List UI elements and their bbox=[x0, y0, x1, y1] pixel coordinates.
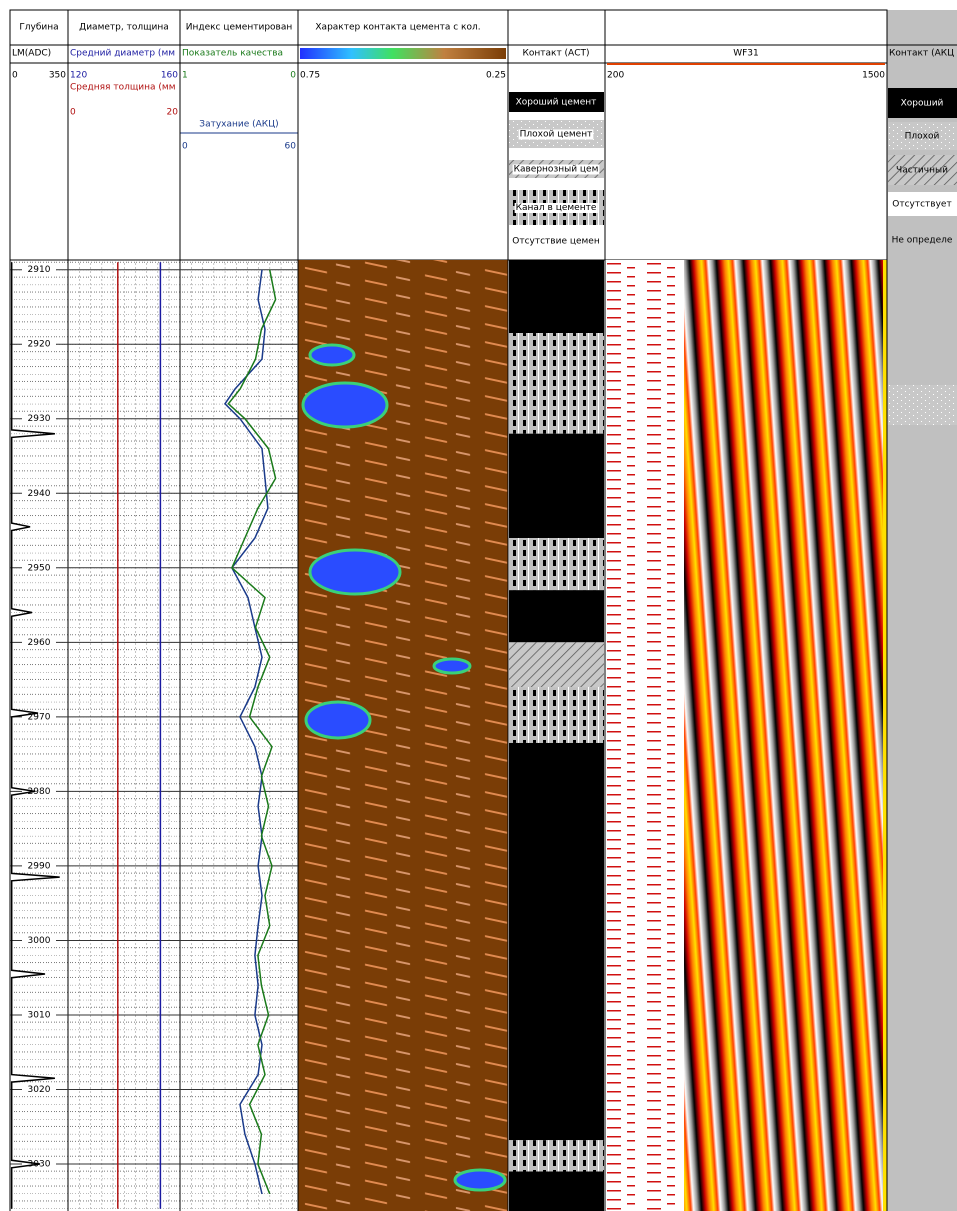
lm-curve bbox=[10, 262, 60, 1209]
akc-column-bg bbox=[887, 10, 957, 1211]
legend-label: Отсутствие цемен bbox=[512, 237, 600, 247]
legend-label: Плохой цемент bbox=[520, 130, 593, 140]
contact-interval bbox=[509, 1171, 604, 1211]
depth-label-bg bbox=[22, 263, 56, 276]
scale-min: 0 bbox=[182, 142, 188, 152]
depth-label-bg bbox=[22, 859, 56, 872]
legend-label: Плохой bbox=[905, 132, 940, 142]
contact-interval bbox=[509, 260, 604, 334]
scale-max: 1500 bbox=[862, 71, 885, 81]
curve-name: Контакт (АСТ) bbox=[522, 49, 589, 59]
depth-label: 2970 bbox=[28, 712, 51, 722]
legend-label: Частичный bbox=[896, 166, 948, 176]
depth-label-bg bbox=[22, 934, 56, 947]
column-header: Характер контакта цемента с кол. bbox=[315, 23, 480, 33]
wf-image bbox=[684, 260, 883, 1211]
contact-interval bbox=[509, 742, 604, 1141]
legend-swatch bbox=[888, 88, 957, 118]
scale-max: 20 bbox=[167, 108, 179, 118]
track-borders bbox=[9, 10, 888, 1211]
column-header: Диаметр, толщина bbox=[79, 23, 169, 33]
depth-label: 2910 bbox=[28, 265, 51, 275]
scale-min: 0 bbox=[12, 71, 18, 81]
depth-label-bg bbox=[22, 487, 56, 500]
scale-min: 120 bbox=[70, 71, 87, 81]
legend-swatch bbox=[888, 122, 957, 150]
legend-label: Хороший bbox=[901, 99, 944, 109]
depth-label: 2960 bbox=[28, 638, 51, 648]
legend-label: Отсутствует bbox=[892, 200, 951, 210]
depth-label: 2950 bbox=[28, 563, 51, 573]
depth-label-bg bbox=[22, 636, 56, 649]
legend-swatch bbox=[509, 92, 604, 112]
legend-swatch bbox=[888, 228, 957, 252]
curve-name: Затухание (АКЦ) bbox=[199, 120, 278, 130]
scale-min: 200 bbox=[607, 71, 624, 81]
curve-name: Показатель качества bbox=[182, 49, 283, 59]
depth-label-bg bbox=[22, 785, 56, 798]
header-frame bbox=[9, 9, 888, 261]
contact-interval bbox=[509, 333, 604, 434]
quality-curve bbox=[227, 269, 277, 1195]
colorbar bbox=[300, 48, 506, 59]
contact-interval bbox=[509, 433, 604, 538]
legend-label: Не определе bbox=[892, 236, 953, 246]
curve-name: WF31 bbox=[733, 49, 759, 59]
attenuation-curve bbox=[224, 269, 269, 1195]
depth-label-bg bbox=[22, 412, 56, 425]
minor-grid bbox=[10, 260, 298, 1211]
legend-swatch bbox=[888, 155, 957, 185]
depth-label: 2930 bbox=[28, 414, 51, 424]
contact-interval bbox=[509, 642, 604, 688]
depth-label: 3010 bbox=[28, 1010, 51, 1020]
depth-label: 2990 bbox=[28, 861, 51, 871]
depth-label: 3020 bbox=[28, 1085, 51, 1095]
legend-label-bg bbox=[518, 129, 594, 140]
scale-min: 1 bbox=[182, 71, 188, 81]
contact-image-blobs bbox=[301, 343, 507, 1192]
curve-name: LM(ADC) bbox=[12, 49, 51, 59]
colorbar-max: 0.25 bbox=[486, 71, 506, 81]
legend-label: Кавернозный цем bbox=[514, 165, 599, 175]
legend-label: Хороший цемент bbox=[516, 98, 597, 108]
curve-name: Средний диаметр (мм bbox=[70, 49, 175, 59]
depth-label-bg bbox=[22, 1083, 56, 1096]
scale-max: 0 bbox=[290, 71, 296, 81]
contact-interval bbox=[509, 537, 604, 591]
legend-label: Канал в цементе bbox=[516, 203, 597, 213]
scale-max: 60 bbox=[285, 142, 297, 152]
contact-interval bbox=[509, 1140, 604, 1172]
contact-interval bbox=[509, 687, 604, 743]
wf-edge bbox=[883, 260, 887, 1211]
curve-name: Средняя толщина (мм bbox=[70, 83, 176, 93]
scale-max: 350 bbox=[49, 71, 66, 81]
akc-dotted-interval bbox=[887, 385, 957, 425]
legend-label-bg bbox=[514, 203, 598, 213]
contact-interval bbox=[509, 590, 604, 643]
scale-min: 0 bbox=[70, 108, 76, 118]
column-header: Индекс цементирован bbox=[186, 23, 293, 33]
depth-label: 2980 bbox=[28, 787, 51, 797]
colorbar-min: 0.75 bbox=[300, 71, 320, 81]
scale-max: 160 bbox=[161, 71, 178, 81]
depth-label-bg bbox=[22, 561, 56, 574]
depth-label: 2940 bbox=[28, 489, 51, 499]
curve-name: Контакт (АКЦ bbox=[889, 49, 954, 59]
wf-noise bbox=[605, 260, 690, 1211]
depth-label-bg bbox=[22, 338, 56, 351]
column-header: Глубина bbox=[19, 23, 58, 33]
depth-label: 2920 bbox=[28, 340, 51, 350]
legend-label-bg bbox=[512, 164, 600, 175]
legend-swatch bbox=[888, 192, 957, 216]
legend-swatch bbox=[509, 232, 604, 250]
depth-label: 3000 bbox=[28, 936, 51, 946]
depth-label-bg bbox=[22, 1008, 56, 1021]
